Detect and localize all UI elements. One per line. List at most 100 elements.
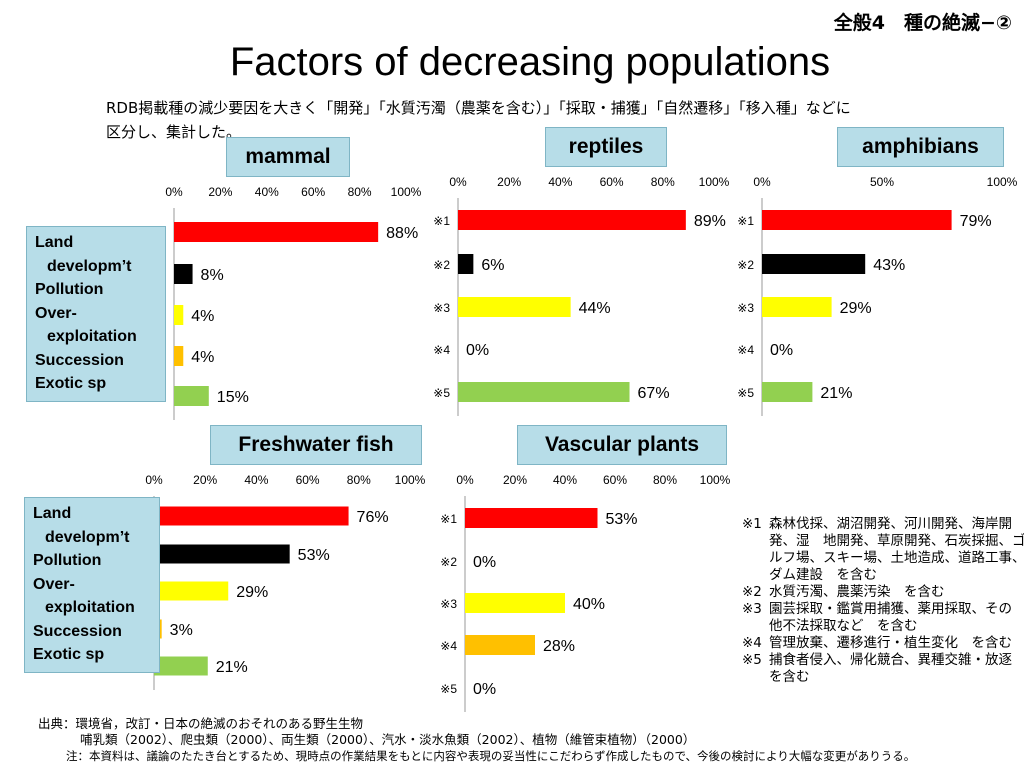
x-tick-label: 60% xyxy=(600,175,624,189)
bar xyxy=(174,305,184,325)
category-label: ※4 xyxy=(737,343,754,357)
bar xyxy=(154,656,208,676)
x-tick-label: 80% xyxy=(347,473,371,487)
category-label: ※2 xyxy=(433,258,450,272)
legend-item: exploitation xyxy=(47,328,137,345)
x-tick-label: 0% xyxy=(165,185,183,199)
x-tick-label: 0% xyxy=(456,473,474,487)
x-tick-label: 80% xyxy=(651,175,675,189)
data-label: 29% xyxy=(236,584,268,601)
chart-reptiles: 0% 20% 40% 60% 80% 100% ※1 89% ※2 6% ※3 44% ※4 0% ※5 67… xyxy=(433,175,730,416)
note-text: 発、湿 地開発、草原開発、石炭採掘、ゴ xyxy=(769,533,1024,549)
data-label: 8% xyxy=(201,267,224,284)
chart-freshwater-fish: 0% 20% 40% 60% 80% 100% 76% 53% 29% 3% 21% xyxy=(145,473,426,690)
category-label: ※2 xyxy=(737,258,754,272)
data-label: 29% xyxy=(840,300,872,317)
data-label: 53% xyxy=(298,547,330,564)
category-label: ※5 xyxy=(737,386,754,400)
bar xyxy=(174,386,209,406)
legend-item: Succession xyxy=(33,622,122,640)
source-line-2: 哺乳類（2002）、爬虫類（2000）、両生類（2000）、汽水・淡水魚類（20… xyxy=(80,732,696,747)
data-label: 4% xyxy=(191,308,214,325)
x-tick-label: 100% xyxy=(700,473,731,487)
legend-item: Land xyxy=(35,234,74,251)
legend-item: developm’t xyxy=(47,257,132,275)
legend-item: exploitation xyxy=(45,599,135,616)
x-tick-label: 40% xyxy=(244,473,268,487)
x-tick-label: 100% xyxy=(987,175,1018,189)
category-label: ※2 xyxy=(440,555,457,569)
data-label: 4% xyxy=(191,349,214,366)
data-label: 21% xyxy=(820,385,852,402)
note-mark: ※1 xyxy=(742,516,762,532)
chart-title-vascular-plants: Vascular plants xyxy=(517,425,727,465)
intro-line-1: RDB掲載種の減少要因を大きく「開発」「水質汚濁（農薬を含む）」「採取・捕獲」「… xyxy=(106,99,851,117)
data-label: 76% xyxy=(357,509,389,526)
data-label: 40% xyxy=(573,596,605,613)
bar xyxy=(458,382,630,402)
source-line-1: 出典：環境省，改訂・日本の絶滅のおそれのある野生生物 xyxy=(38,716,364,731)
note-text: 管理放棄、遷移進行・植生変化 を含む xyxy=(769,635,1012,651)
category-label: ※4 xyxy=(433,343,450,357)
legend-item: Exotic sp xyxy=(35,375,107,392)
slide-section-label: 全般4 種の絶滅−② xyxy=(833,12,1012,34)
x-tick-label: 40% xyxy=(548,175,572,189)
x-tick-label: 40% xyxy=(255,185,279,199)
legend-bottom: Land developm’t Pollution Over- exploita… xyxy=(24,497,160,673)
category-label: ※5 xyxy=(433,386,450,400)
legend-item: Exotic sp xyxy=(33,646,105,663)
data-label: 0% xyxy=(473,681,496,698)
legend-item: Over- xyxy=(33,575,75,593)
data-label: 21% xyxy=(216,659,248,676)
data-label: 43% xyxy=(873,257,905,274)
legend-top: Land developm’t Pollution Over- exploita… xyxy=(26,226,166,402)
note-text: 園芸採取・鑑賞用捕獲、薬用採取、その xyxy=(769,601,1012,617)
note-mark: ※5 xyxy=(742,652,762,668)
bar xyxy=(762,297,832,317)
x-tick-label: 80% xyxy=(348,185,372,199)
category-label: ※4 xyxy=(440,639,457,653)
data-label: 88% xyxy=(386,225,418,242)
data-label: 6% xyxy=(481,257,504,274)
note-text: を含む xyxy=(769,669,810,685)
bar xyxy=(154,544,290,564)
chart-title-freshwater-fish: Freshwater fish xyxy=(210,425,422,465)
x-tick-label: 100% xyxy=(395,473,426,487)
data-label: 15% xyxy=(217,389,249,406)
note-text: 水質汚濁、農薬汚染 を含む xyxy=(769,584,945,600)
data-label: 28% xyxy=(543,638,575,655)
data-label: 0% xyxy=(466,342,489,359)
x-tick-label: 20% xyxy=(208,185,232,199)
note-text: 他不法採取など を含む xyxy=(769,618,918,634)
note-mark: ※4 xyxy=(742,635,762,651)
legend-item: Land xyxy=(33,505,72,522)
note-mark: ※2 xyxy=(742,584,762,600)
x-tick-label: 60% xyxy=(296,473,320,487)
x-tick-label: 40% xyxy=(553,473,577,487)
chart-amphibians: 0% 50% 100% ※1 79% ※2 43% ※3 29% ※4 0% ※5 21% xyxy=(737,175,1018,416)
x-tick-label: 20% xyxy=(497,175,521,189)
x-tick-label: 20% xyxy=(503,473,527,487)
x-tick-label: 20% xyxy=(193,473,217,487)
legend-item: Succession xyxy=(35,351,124,369)
bar xyxy=(174,346,184,366)
note-text: 捕食者侵入、帰化競合、異種交雑・放逐 xyxy=(769,652,1012,668)
bar xyxy=(174,222,379,242)
data-label: 53% xyxy=(606,511,638,528)
x-tick-label: 60% xyxy=(301,185,325,199)
note-text: ルフ場、スキー場、土地造成、道路工事、 xyxy=(769,550,1024,566)
note-text: ダム建設 を含む xyxy=(769,567,877,583)
bar xyxy=(762,382,813,402)
category-label: ※1 xyxy=(433,214,450,228)
data-label: 0% xyxy=(770,342,793,359)
x-tick-label: 0% xyxy=(449,175,467,189)
category-label: ※3 xyxy=(433,301,450,315)
data-label: 0% xyxy=(473,554,496,571)
x-tick-label: 100% xyxy=(699,175,730,189)
bar xyxy=(154,506,349,526)
bar xyxy=(465,635,535,655)
legend-item: Over- xyxy=(35,304,77,322)
intro-text: RDB掲載種の減少要因を大きく「開発」「水質汚濁（農薬を含む）」「採取・捕獲」「… xyxy=(106,96,1006,144)
source-note: 注：本資料は、議論のたたき台とするため、現時点の作業結果をもとに内容や表現の妥当… xyxy=(66,749,916,763)
chart-title-amphibians: amphibians xyxy=(837,127,1004,167)
